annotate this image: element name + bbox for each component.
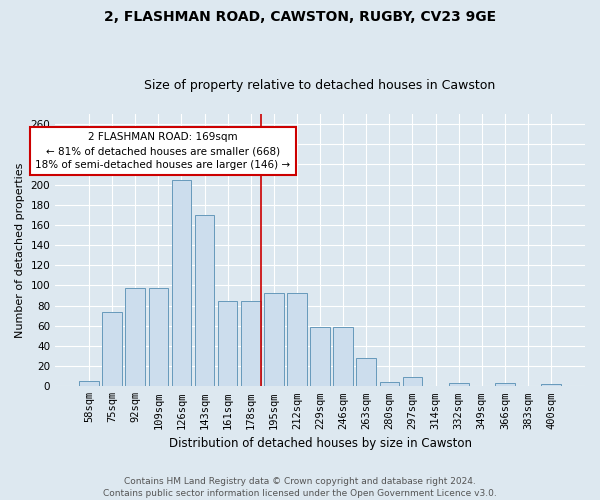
Bar <box>125 288 145 386</box>
Bar <box>195 215 214 386</box>
Bar <box>356 358 376 386</box>
Title: Size of property relative to detached houses in Cawston: Size of property relative to detached ho… <box>145 79 496 92</box>
Bar <box>541 384 561 386</box>
Bar <box>380 382 399 386</box>
Bar <box>149 288 168 386</box>
Bar <box>218 300 238 386</box>
Bar <box>334 327 353 386</box>
Bar <box>79 382 99 386</box>
Bar <box>495 384 515 386</box>
Text: Contains HM Land Registry data © Crown copyright and database right 2024.
Contai: Contains HM Land Registry data © Crown c… <box>103 476 497 498</box>
Bar <box>103 312 122 386</box>
Bar <box>310 327 330 386</box>
Bar <box>264 292 284 386</box>
Text: 2, FLASHMAN ROAD, CAWSTON, RUGBY, CV23 9GE: 2, FLASHMAN ROAD, CAWSTON, RUGBY, CV23 9… <box>104 10 496 24</box>
Y-axis label: Number of detached properties: Number of detached properties <box>15 162 25 338</box>
Bar <box>241 300 260 386</box>
Bar <box>449 384 469 386</box>
X-axis label: Distribution of detached houses by size in Cawston: Distribution of detached houses by size … <box>169 437 472 450</box>
Text: 2 FLASHMAN ROAD: 169sqm
← 81% of detached houses are smaller (668)
18% of semi-d: 2 FLASHMAN ROAD: 169sqm ← 81% of detache… <box>35 132 290 170</box>
Bar <box>403 377 422 386</box>
Bar <box>172 180 191 386</box>
Bar <box>287 292 307 386</box>
